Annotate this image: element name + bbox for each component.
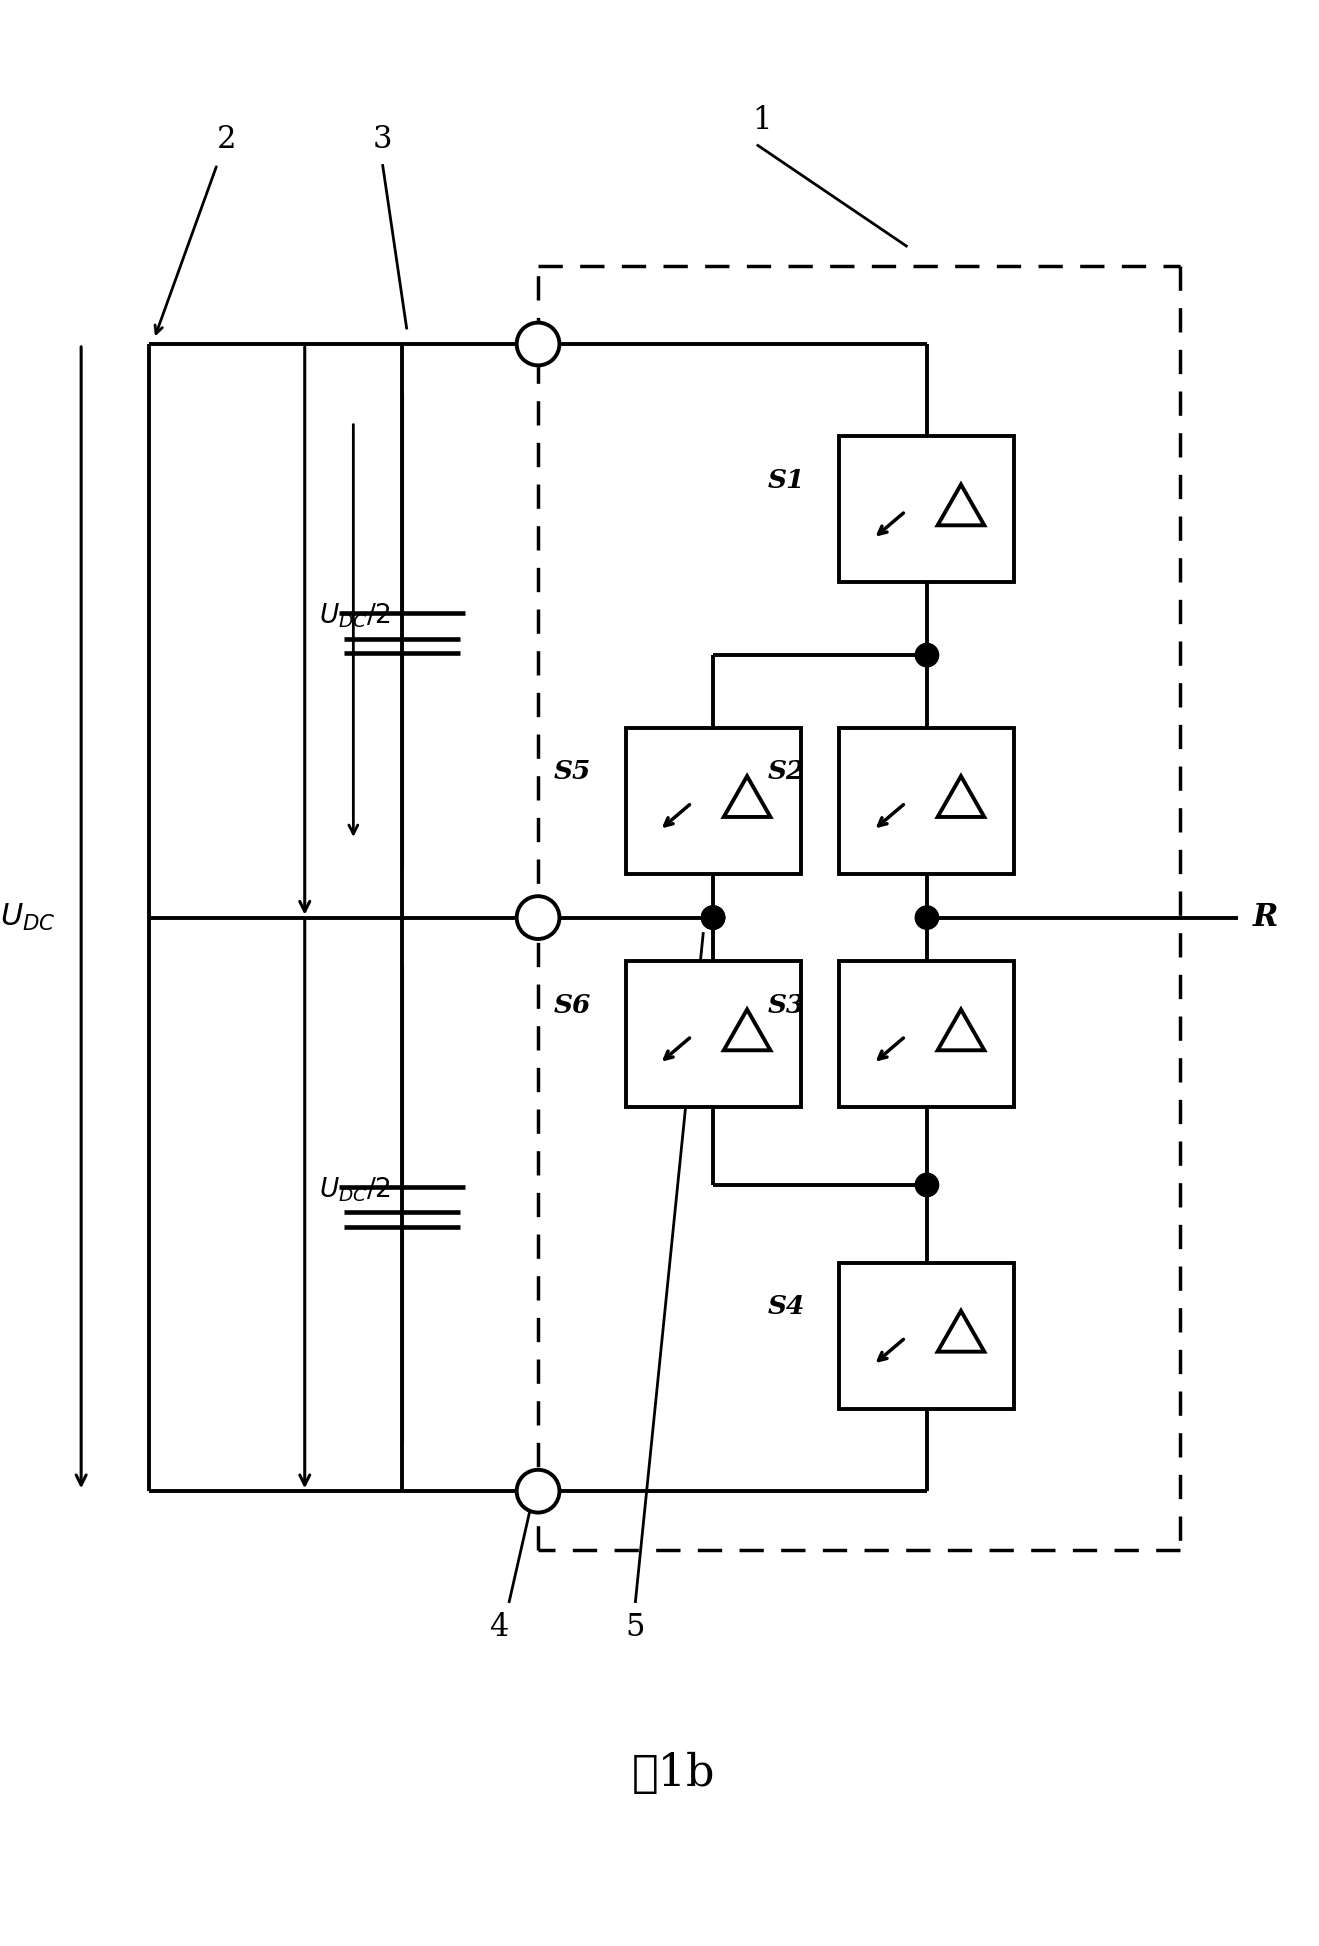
Text: S5: S5: [554, 759, 591, 784]
Circle shape: [915, 907, 939, 930]
Text: $U_{DC}/2$: $U_{DC}/2$: [319, 601, 390, 631]
Circle shape: [915, 644, 939, 667]
Circle shape: [517, 323, 559, 366]
Polygon shape: [938, 1010, 984, 1051]
Circle shape: [517, 1469, 559, 1512]
Text: 1: 1: [752, 105, 772, 136]
Bar: [625, 961, 801, 1107]
Polygon shape: [938, 485, 984, 525]
Bar: [625, 728, 801, 874]
Polygon shape: [724, 1010, 770, 1051]
Text: S2: S2: [768, 759, 805, 784]
Text: 4: 4: [489, 1611, 509, 1642]
Text: S1: S1: [768, 467, 805, 492]
Text: R: R: [1253, 903, 1278, 932]
Polygon shape: [938, 1312, 984, 1352]
Bar: [839, 1263, 1014, 1409]
Text: 5: 5: [625, 1611, 645, 1642]
Text: $U_{DC}$: $U_{DC}$: [0, 903, 55, 934]
Bar: [839, 961, 1014, 1107]
Text: 3: 3: [373, 125, 392, 156]
Bar: [839, 728, 1014, 874]
Text: S6: S6: [554, 992, 591, 1018]
Text: S3: S3: [768, 992, 805, 1018]
Circle shape: [702, 907, 724, 930]
Circle shape: [915, 1173, 939, 1197]
Polygon shape: [724, 776, 770, 817]
Bar: [839, 436, 1014, 582]
Polygon shape: [938, 776, 984, 817]
Text: S4: S4: [768, 1294, 805, 1319]
Text: 2: 2: [218, 125, 236, 156]
Circle shape: [702, 907, 724, 930]
Text: 图1b: 图1b: [632, 1751, 715, 1794]
Circle shape: [517, 897, 559, 940]
Text: $U_{DC}/2$: $U_{DC}/2$: [319, 1175, 390, 1205]
